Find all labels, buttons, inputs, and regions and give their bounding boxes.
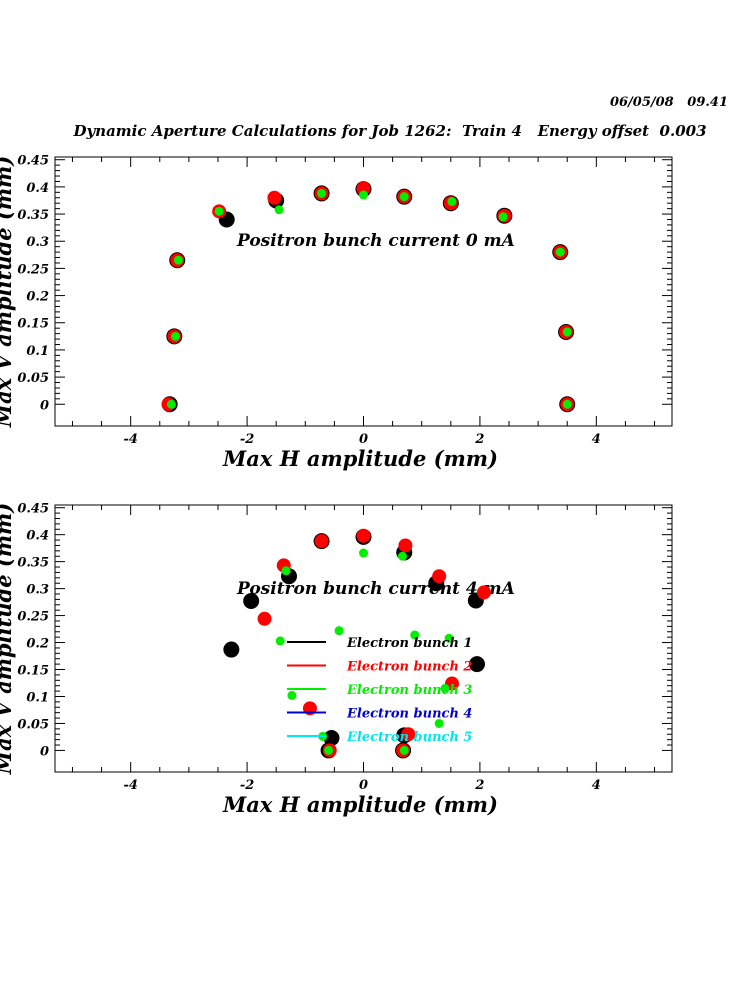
- y-tick-label: 0.1: [26, 690, 49, 705]
- y-tick-label: 0: [40, 744, 49, 759]
- x-tick-label: 2: [474, 778, 484, 793]
- y-tick-label: 0.15: [17, 317, 49, 332]
- y-tick-label: 0: [40, 398, 49, 413]
- y-tick-label: 0.05: [17, 717, 49, 732]
- data-point: [314, 534, 329, 549]
- y-tick-label: 0.25: [17, 262, 49, 277]
- data-point: [562, 399, 572, 409]
- annotation: Positron bunch current 4 mA: [236, 579, 515, 599]
- y-tick-label: 0.1: [26, 344, 49, 359]
- x-tick-label: -2: [240, 778, 254, 793]
- y-axis-title: Max V amplitude (mm): [0, 156, 16, 428]
- x-tick-label: -2: [240, 432, 254, 447]
- data-point: [498, 212, 508, 222]
- data-point: [401, 727, 416, 742]
- data-point: [359, 548, 368, 558]
- page-title: Dynamic Aperture Calculations for Job 12…: [73, 122, 707, 140]
- data-point: [257, 611, 272, 626]
- x-tick-label: -4: [123, 778, 137, 793]
- data-point: [356, 181, 371, 196]
- annotation: Positron bunch current 0 mA: [236, 231, 515, 251]
- data-point: [444, 633, 454, 643]
- y-axis-title: Max V amplitude (mm): [0, 503, 16, 775]
- x-tick-label: 4: [592, 432, 601, 447]
- data-point: [399, 192, 409, 202]
- data-point: [447, 197, 457, 207]
- data-point: [317, 188, 327, 198]
- data-point: [432, 569, 447, 584]
- x-tick-label: 0: [359, 432, 368, 447]
- data-point: [287, 690, 297, 700]
- y-tick-label: 0.3: [26, 583, 49, 598]
- chart-panel-1: -4 -2 0 2 4 0 0.05 0.1 0.15 0.2 0.25 0.3 0.35 0.4 0.45…: [0, 154, 673, 471]
- data-point: [170, 331, 180, 341]
- y-tick-label: 0.4: [26, 181, 49, 196]
- data-point: [281, 566, 291, 576]
- series-3: [275, 548, 454, 755]
- data-point: [267, 190, 282, 205]
- legend-label: Electron bunch 2: [346, 660, 472, 675]
- data-point: [469, 656, 486, 673]
- data-point: [166, 399, 176, 409]
- y-tick-label: 0.05: [17, 371, 49, 386]
- chart-panel-2: -4 -2 0 2 4 0 0.05 0.1 0.15 0.2 0.25 0.3 0.35 0.4 0.45…: [0, 502, 673, 817]
- timestamp: 06/05/08 09.41: [609, 95, 728, 110]
- y-tick-label: 0.35: [17, 556, 49, 571]
- legend: Electron bunch 1 Electron bunch 2 Electron…: [287, 636, 472, 745]
- y-tick-label: 0.3: [26, 235, 49, 250]
- series-2: [257, 528, 491, 758]
- data-point: [434, 718, 444, 728]
- data-point: [397, 551, 407, 561]
- data-point: [356, 528, 371, 543]
- data-point: [476, 585, 491, 600]
- series-3: [166, 188, 572, 409]
- data-point: [562, 327, 572, 337]
- y-tick-label: 0.35: [17, 208, 49, 223]
- legend-label: Electron bunch 5: [346, 730, 472, 745]
- data-point: [555, 247, 565, 257]
- data-point: [223, 641, 240, 658]
- data-point: [398, 538, 413, 553]
- y-tick-label: 0.4: [26, 529, 49, 544]
- data-point: [274, 205, 284, 215]
- data-point: [243, 593, 260, 610]
- data-point: [410, 630, 420, 640]
- data-point: [173, 255, 183, 265]
- legend-label: Electron bunch 3: [346, 683, 472, 698]
- x-tick-label: 0: [359, 778, 368, 793]
- legend-label: Electron bunch 1: [346, 636, 472, 651]
- x-axis-title: Max H amplitude (mm): [222, 792, 498, 817]
- data-point: [399, 745, 409, 755]
- x-tick-label: 2: [474, 432, 484, 447]
- y-tick-label: 0.45: [17, 154, 49, 169]
- y-tick-label: 0.2: [26, 637, 49, 652]
- data-point: [440, 683, 450, 693]
- y-tick-label: 0.45: [17, 502, 49, 517]
- data-point: [334, 626, 344, 636]
- legend-label: Electron bunch 4: [346, 707, 472, 722]
- x-tick-label: -4: [123, 432, 137, 447]
- x-tick-label: 4: [592, 778, 601, 793]
- data-point: [359, 190, 368, 200]
- data-point: [324, 745, 334, 755]
- data-point: [214, 206, 224, 216]
- y-tick-label: 0.2: [26, 290, 49, 305]
- y-tick-label: 0.15: [17, 664, 49, 679]
- x-axis-title: Max H amplitude (mm): [222, 446, 498, 471]
- data-point: [323, 730, 340, 747]
- data-point: [275, 636, 285, 646]
- y-tick-label: 0.25: [17, 610, 49, 625]
